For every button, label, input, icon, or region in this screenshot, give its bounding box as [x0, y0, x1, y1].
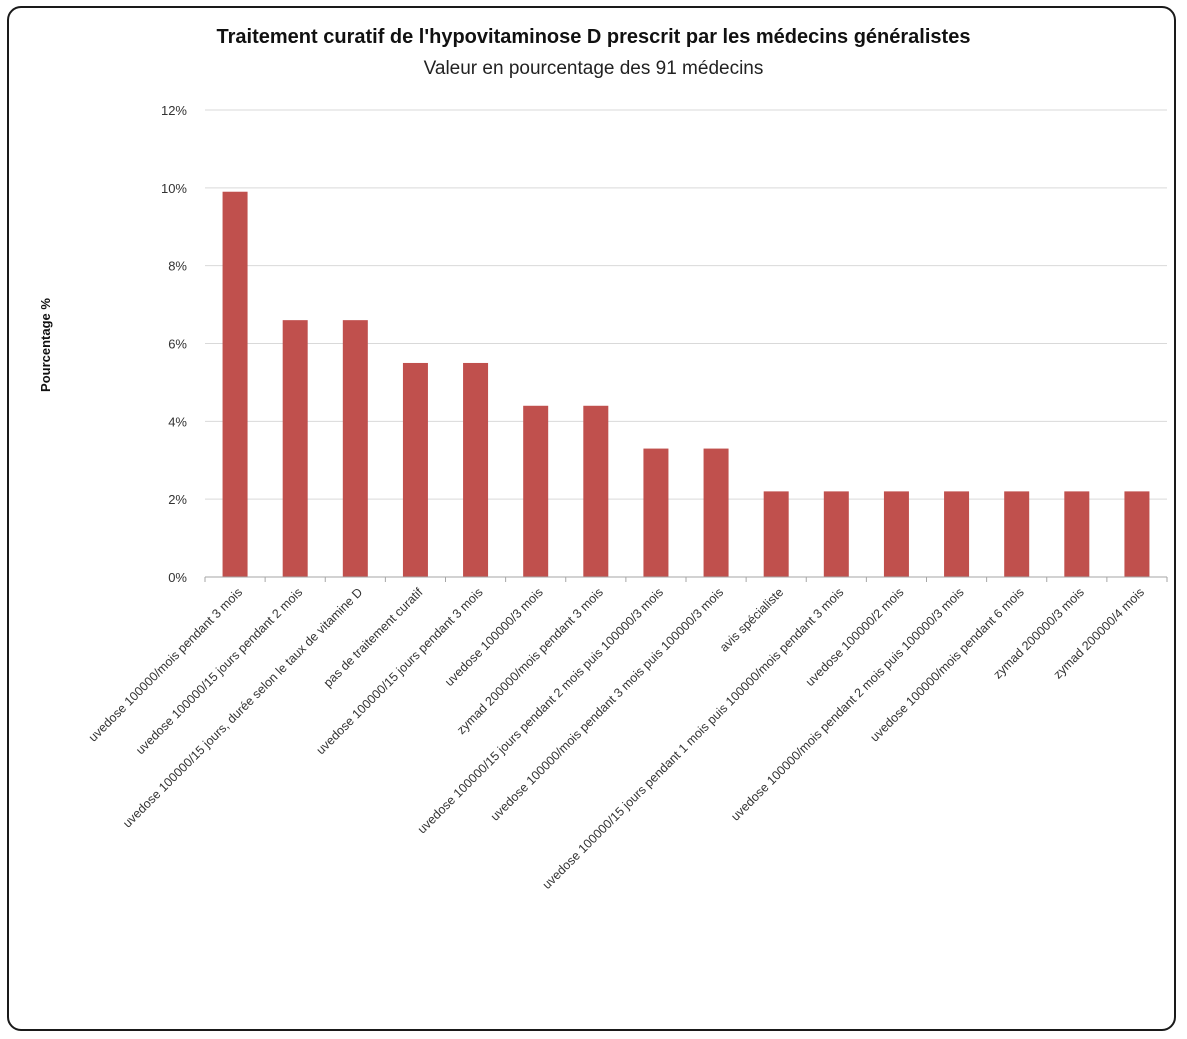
bar	[763, 491, 789, 577]
x-tick-label: avis spécialiste	[717, 585, 786, 654]
bar	[1004, 491, 1030, 577]
bar	[1124, 491, 1150, 577]
bar	[643, 448, 669, 577]
bar	[944, 491, 970, 577]
x-tick-label: uvedose 100000/15 jours pendant 1 mois p…	[540, 585, 847, 892]
bar	[222, 191, 248, 577]
bar	[823, 491, 849, 577]
x-tick-label: uvedose 100000/mois pendant 2 mois puis …	[728, 585, 966, 823]
x-tick-label: pas de traitement curatif	[321, 585, 426, 690]
x-tick-label: uvedose 100000/3 mois	[442, 585, 546, 689]
y-tick-label: 8%	[168, 259, 187, 274]
y-tick-label: 6%	[168, 337, 187, 352]
x-axis	[204, 576, 1168, 582]
y-tick-label: 2%	[168, 492, 187, 507]
bar	[523, 405, 549, 577]
bar	[1064, 491, 1090, 577]
y-axis-ticks: 0% 2% 4% 6% 8% 10% 12%	[161, 103, 187, 585]
bar	[282, 320, 308, 577]
bar	[703, 448, 729, 577]
bars	[222, 191, 1150, 577]
x-tick-label: uvedose 100000/mois pendant 3 mois puis …	[488, 585, 726, 823]
x-axis-labels: uvedose 100000/mois pendant 3 moisuvedos…	[86, 585, 1147, 892]
bar	[883, 491, 909, 577]
y-axis-title: Pourcentage %	[38, 298, 53, 392]
y-tick-label: 0%	[168, 570, 187, 585]
chart-title: Traitement curatif de l'hypovitaminose D…	[216, 26, 971, 48]
bar	[342, 320, 368, 577]
chart-subtitle: Valeur en pourcentage des 91 médecins	[423, 58, 764, 79]
x-tick-label: uvedose 100000/15 jours, durée selon le …	[120, 585, 365, 830]
y-tick-label: 4%	[168, 414, 187, 429]
x-tick-label: uvedose 100000/2 mois	[803, 585, 907, 689]
y-tick-label: 10%	[161, 181, 187, 196]
bar	[463, 362, 489, 577]
y-tick-label: 12%	[161, 103, 187, 118]
bar	[402, 362, 428, 577]
bar	[583, 405, 609, 577]
